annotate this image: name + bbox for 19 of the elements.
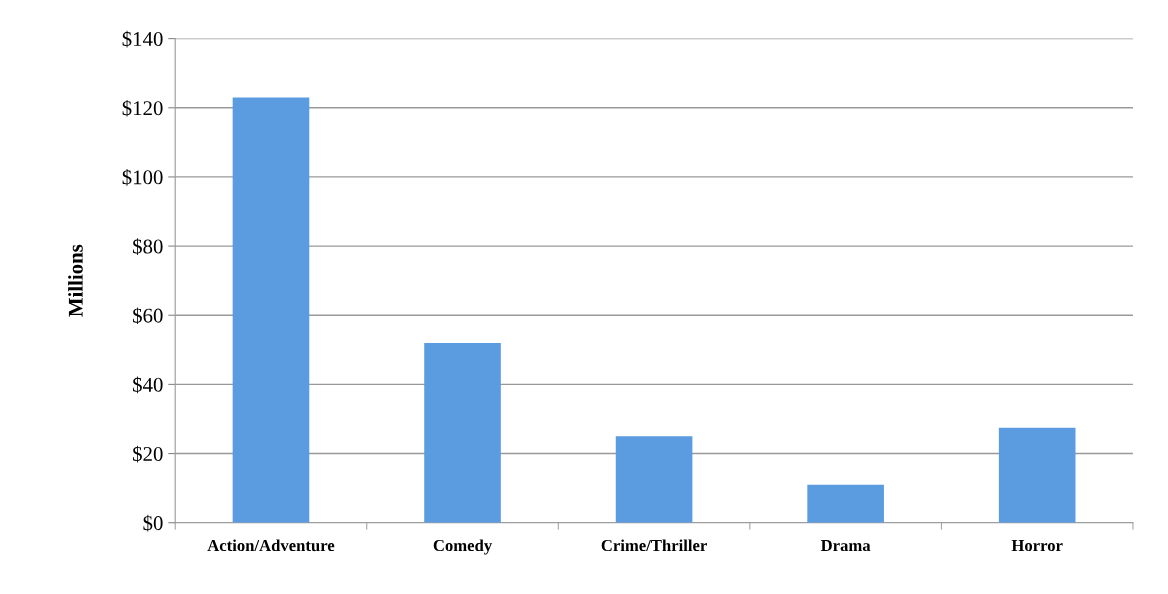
- y-tick-label: $100: [122, 169, 163, 186]
- y-tick-label: $20: [133, 445, 163, 463]
- bar: [807, 484, 884, 523]
- bar: [424, 342, 501, 523]
- x-tick-label: Horror: [1011, 540, 1063, 552]
- x-tick-label: Action/Adventure: [207, 539, 335, 552]
- y-tick-label: $140: [122, 30, 163, 48]
- y-tick-label: $60: [133, 307, 163, 325]
- bar: [615, 436, 693, 523]
- y-tick-label: $0: [143, 514, 163, 532]
- y-axis-title: Millions: [68, 244, 83, 317]
- bar: [998, 427, 1076, 523]
- y-tick-label: $120: [122, 99, 163, 117]
- bar: [232, 97, 310, 523]
- y-tick-label: $80: [133, 238, 163, 255]
- x-tick-label: Comedy: [433, 539, 492, 555]
- x-tick-label: Crime/Thriller: [601, 539, 707, 552]
- y-tick-label: $40: [133, 376, 163, 394]
- x-tick-label: Drama: [820, 540, 871, 552]
